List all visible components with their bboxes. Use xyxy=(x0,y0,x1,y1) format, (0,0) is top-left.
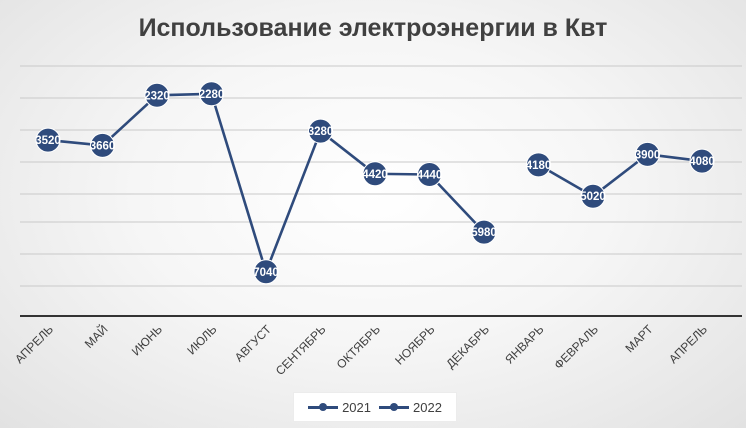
data-label: 5980 xyxy=(471,227,497,239)
legend: 2021 2022 xyxy=(293,392,457,422)
data-point-2022 xyxy=(580,183,606,209)
x-tick-label: ФЕВРАЛЬ xyxy=(551,322,601,372)
data-label: 2280 xyxy=(199,89,225,101)
legend-label-2021: 2021 xyxy=(342,399,371,415)
data-point-2022 xyxy=(526,152,551,178)
x-tick-label: СЕНТЯБРЬ xyxy=(273,322,329,378)
series-line-2021 xyxy=(47,92,485,274)
x-tick-label: ЯНВАРЬ xyxy=(502,322,547,367)
data-label: 4440 xyxy=(417,170,443,182)
data-point-2021 xyxy=(471,219,497,245)
data-point-2021 xyxy=(253,259,279,285)
x-tick-label: НОЯБРЬ xyxy=(392,322,437,367)
data-point-2021 xyxy=(90,132,115,158)
data-point-2021 xyxy=(199,81,224,107)
data-label: 4420 xyxy=(362,169,388,181)
data-label: 3520 xyxy=(35,135,61,147)
x-tick-label: МАЙ xyxy=(81,322,110,351)
data-point-2022 xyxy=(635,141,660,167)
data-label: 4180 xyxy=(526,160,552,172)
x-tick-label: АПРЕЛЬ xyxy=(666,322,710,366)
data-label: 5020 xyxy=(580,191,606,203)
legend-marker-icon xyxy=(308,401,339,413)
x-tick-label: МАРТ xyxy=(623,322,657,356)
x-tick-label: ИЮНЬ xyxy=(129,322,165,358)
legend-marker-icon xyxy=(379,401,409,413)
legend-label-2022: 2022 xyxy=(413,399,442,415)
data-point-2021 xyxy=(417,162,442,188)
series-line-2022 xyxy=(537,153,703,198)
x-tick-label: ИЮЛЬ xyxy=(184,322,219,357)
data-point-2021 xyxy=(144,82,170,108)
data-label: 3280 xyxy=(308,126,334,138)
x-tick-label: ДЕКАБРЬ xyxy=(443,322,492,371)
legend-item-2022: 2022 xyxy=(379,400,442,415)
data-label: 3660 xyxy=(90,140,116,152)
data-point-2021 xyxy=(362,161,388,187)
data-point-2021 xyxy=(308,118,333,144)
data-label: 2320 xyxy=(144,90,170,102)
data-label: 4080 xyxy=(689,156,715,168)
data-label: 7040 xyxy=(253,267,279,279)
chart-title: Использование электроэнергии в Квт xyxy=(138,14,608,42)
legend-item-2021: 2021 xyxy=(308,400,371,415)
data-label: 3900 xyxy=(635,149,661,161)
x-tick-label: ОКТЯБРЬ xyxy=(334,322,383,371)
data-point-2021 xyxy=(35,127,61,153)
x-tick-label: АВГУСТ xyxy=(232,322,275,365)
data-point-2022 xyxy=(689,148,715,174)
x-tick-label: АПРЕЛЬ xyxy=(12,322,56,366)
